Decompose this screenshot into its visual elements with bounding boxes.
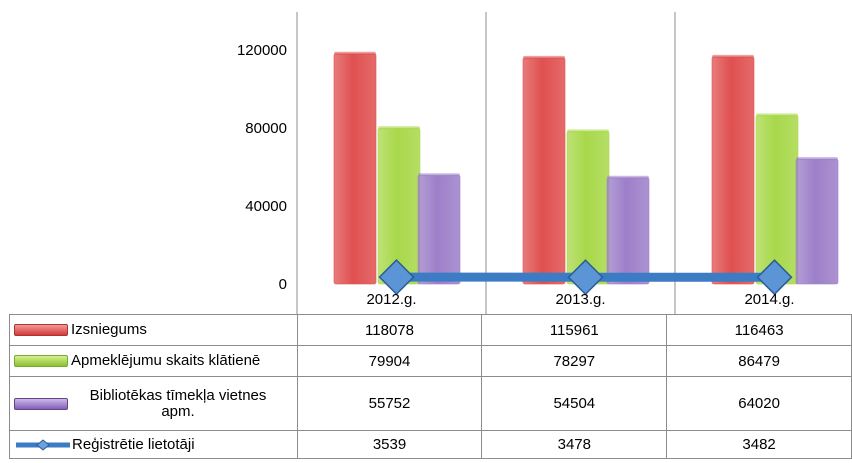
bar-top-0-2 bbox=[712, 54, 754, 58]
table-cell: 3539 bbox=[296, 430, 483, 459]
legend-swatch-line bbox=[16, 438, 70, 451]
legend-swatch-green bbox=[14, 355, 68, 367]
legend-cell-registretie: Reģistrētie lietotāji bbox=[9, 430, 298, 459]
bar-1-1 bbox=[566, 130, 610, 285]
bar-0-0 bbox=[333, 53, 377, 285]
bar-top-2-1 bbox=[607, 175, 649, 179]
bar-top-1-1 bbox=[567, 129, 609, 133]
bar-top-1-2 bbox=[756, 113, 798, 117]
table-cell: 3478 bbox=[481, 430, 668, 459]
bar-1-0 bbox=[377, 127, 421, 285]
table-cell: 115961 bbox=[481, 314, 668, 346]
bar-0-2 bbox=[711, 56, 755, 285]
table-cell: 55752 bbox=[296, 376, 483, 431]
bar-top-2-2 bbox=[796, 157, 838, 161]
legend-label: Reģistrētie lietotāji bbox=[72, 435, 195, 453]
bar-2-2 bbox=[795, 158, 839, 285]
chart-plot: 0 40000 80000 120000 2012.g. 2013.g. 2014.g. bbox=[237, 12, 839, 314]
legend-swatch-purple bbox=[14, 397, 68, 410]
bar-top-0-1 bbox=[523, 55, 565, 59]
bar-1-2 bbox=[755, 114, 799, 285]
bar-2-1 bbox=[606, 177, 650, 285]
category-label: 2014.g. bbox=[744, 291, 794, 308]
table-row: Reģistrētie lietotāji 3539 3478 3482 bbox=[9, 430, 852, 459]
legend-cell-izsniegums: Izsniegums bbox=[9, 314, 298, 346]
table-cell: 64020 bbox=[666, 376, 852, 431]
y-tick-label: 40000 bbox=[245, 198, 287, 215]
table-cell: 78297 bbox=[481, 345, 668, 377]
line-marker-2 bbox=[756, 259, 793, 296]
legend-cell-biblioteka: Bibliotēkas tīmekļa vietnes apm. bbox=[9, 376, 298, 431]
line-marker-1 bbox=[567, 259, 604, 296]
table-cell: 3482 bbox=[666, 430, 852, 459]
legend-label: Bibliotēkas tīmekļa vietnes apm. bbox=[89, 386, 267, 420]
table-cell: 116463 bbox=[666, 314, 852, 346]
bar-top-0-0 bbox=[334, 51, 376, 55]
legend-label: Izsniegums bbox=[71, 321, 147, 338]
bar-top-2-0 bbox=[418, 173, 460, 177]
table-row: Apmeklējumu skaits klātienē 79904 78297 … bbox=[9, 345, 852, 377]
legend-cell-apmeklejumu: Apmeklējumu skaits klātienē bbox=[9, 345, 298, 377]
table-cell: 54504 bbox=[481, 376, 668, 431]
y-tick-label: 80000 bbox=[245, 120, 287, 137]
table-row: Izsniegums 118078 115961 116463 bbox=[9, 314, 852, 346]
table-cell: 86479 bbox=[666, 345, 852, 377]
bar-2-0 bbox=[417, 174, 461, 285]
table-cell: 79904 bbox=[296, 345, 483, 377]
data-table: Izsniegums 118078 115961 116463 Apmeklēj… bbox=[9, 314, 852, 459]
table-cell: 118078 bbox=[296, 314, 483, 346]
bar-top-1-0 bbox=[378, 126, 420, 130]
line-marker-0 bbox=[378, 259, 415, 296]
category-label: 2012.g. bbox=[366, 291, 416, 308]
table-row: Bibliotēkas tīmekļa vietnes apm. 55752 5… bbox=[9, 376, 852, 431]
legend-label: Apmeklējumu skaits klātienē bbox=[71, 352, 261, 369]
category-label: 2013.g. bbox=[555, 291, 605, 308]
legend-swatch-red bbox=[14, 324, 68, 336]
y-tick-label: 0 bbox=[279, 276, 287, 293]
bar-0-1 bbox=[522, 57, 566, 285]
y-tick-label: 120000 bbox=[237, 42, 287, 59]
